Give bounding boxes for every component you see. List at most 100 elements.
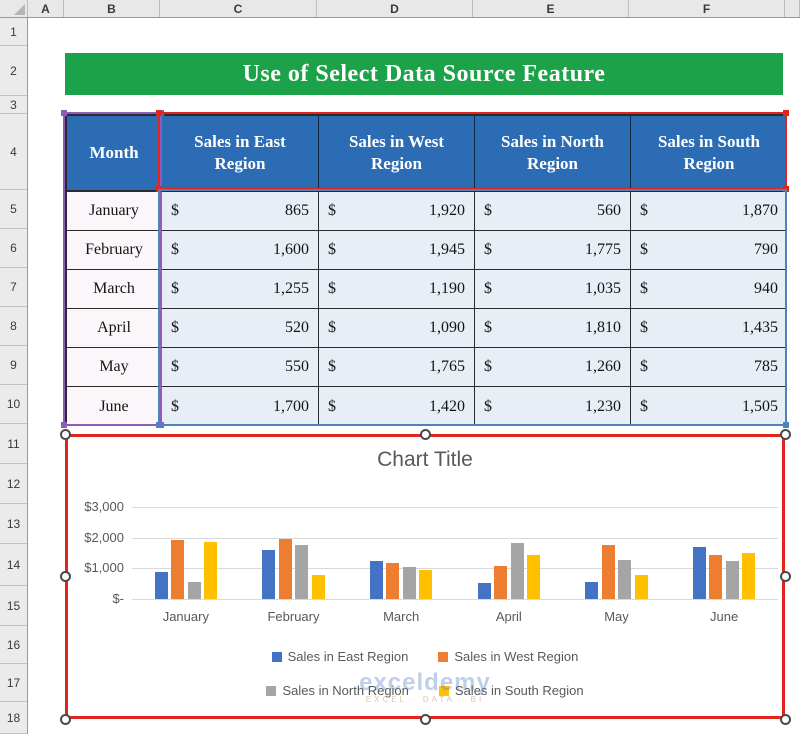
- legend-item-series-0[interactable]: Sales in East Region: [271, 649, 408, 664]
- chart-object[interactable]: Chart Title $3,000 $2,000 $1,000 $- January F…: [65, 434, 785, 719]
- cell-month-may[interactable]: May: [67, 348, 162, 387]
- row-header-3[interactable]: 3: [0, 96, 27, 114]
- cell-value[interactable]: $1,420: [319, 387, 475, 426]
- bar-june-series-2[interactable]: [725, 561, 739, 599]
- bar-january-series-2[interactable]: [187, 582, 201, 599]
- bar-april-series-2[interactable]: [510, 543, 524, 599]
- row-header-9[interactable]: 9: [0, 346, 27, 385]
- row-header-12[interactable]: 12: [0, 464, 27, 504]
- column-header-A[interactable]: A: [28, 0, 64, 17]
- cell-value[interactable]: $1,810: [475, 309, 631, 348]
- row-header-6[interactable]: 6: [0, 229, 27, 268]
- cell-value[interactable]: $1,435: [631, 309, 787, 348]
- row-header-13[interactable]: 13: [0, 504, 27, 544]
- table-header-series-3[interactable]: Sales in South Region: [631, 116, 787, 192]
- cell-value[interactable]: $1,600: [162, 231, 319, 270]
- chart-resize-handle[interactable]: [779, 571, 791, 582]
- cell-value[interactable]: $790: [631, 231, 787, 270]
- table-header-series-2[interactable]: Sales in North Region: [475, 116, 631, 192]
- bar-february-series-0[interactable]: [262, 550, 276, 599]
- table-header-series-0[interactable]: Sales in East Region: [162, 116, 319, 192]
- cell-value[interactable]: $1,190: [319, 270, 475, 309]
- bar-january-series-0[interactable]: [154, 572, 168, 599]
- row-header-10[interactable]: 10: [0, 385, 27, 424]
- bar-january-series-1[interactable]: [171, 540, 185, 599]
- chart-resize-handle[interactable]: [59, 428, 71, 440]
- row-header-17[interactable]: 17: [0, 664, 27, 702]
- column-header-E[interactable]: E: [473, 0, 629, 17]
- row-header-4[interactable]: 4: [0, 114, 27, 190]
- bar-february-series-1[interactable]: [278, 539, 292, 599]
- column-header-D[interactable]: D: [317, 0, 473, 17]
- row-header-1[interactable]: 1: [0, 18, 27, 46]
- row-header-18[interactable]: 18: [0, 702, 27, 734]
- bar-april-series-0[interactable]: [477, 583, 491, 599]
- bar-april-series-1[interactable]: [494, 566, 508, 599]
- title-banner-cell[interactable]: Use of Select Data Source Feature: [65, 53, 783, 95]
- row-header-15[interactable]: 15: [0, 586, 27, 626]
- legend-item-series-2[interactable]: Sales in North Region: [266, 683, 409, 698]
- cell-value[interactable]: $1,765: [319, 348, 475, 387]
- bar-march-series-3[interactable]: [419, 570, 433, 599]
- row-header-16[interactable]: 16: [0, 626, 27, 664]
- bar-january-series-3[interactable]: [204, 542, 218, 599]
- row-header-11[interactable]: 11: [0, 424, 27, 464]
- column-header-F[interactable]: F: [629, 0, 785, 17]
- chart-resize-handle[interactable]: [779, 713, 791, 725]
- bar-february-series-3[interactable]: [311, 575, 325, 599]
- chart-resize-handle[interactable]: [59, 571, 71, 582]
- chart-resize-handle[interactable]: [419, 428, 431, 440]
- legend-item-series-1[interactable]: Sales in West Region: [438, 649, 578, 664]
- cell-value[interactable]: $1,775: [475, 231, 631, 270]
- chart-resize-handle[interactable]: [59, 713, 71, 725]
- chart-resize-handle[interactable]: [779, 428, 791, 440]
- cell-month-march[interactable]: March: [67, 270, 162, 309]
- bar-february-series-2[interactable]: [295, 545, 309, 599]
- cell-value[interactable]: $1,870: [631, 192, 787, 231]
- row-header-7[interactable]: 7: [0, 268, 27, 307]
- chart-resize-handle[interactable]: [419, 713, 431, 725]
- cell-value[interactable]: $520: [162, 309, 319, 348]
- bar-may-series-0[interactable]: [585, 582, 599, 599]
- cell-value[interactable]: $785: [631, 348, 787, 387]
- cell-value[interactable]: $1,230: [475, 387, 631, 426]
- select-all-corner[interactable]: [0, 0, 28, 17]
- cell-value[interactable]: $1,945: [319, 231, 475, 270]
- bar-may-series-1[interactable]: [601, 545, 615, 599]
- bar-june-series-1[interactable]: [709, 555, 723, 599]
- bar-march-series-2[interactable]: [402, 567, 416, 599]
- cell-value[interactable]: $1,035: [475, 270, 631, 309]
- cell-month-january[interactable]: January: [67, 192, 162, 231]
- cell-value[interactable]: $865: [162, 192, 319, 231]
- bar-june-series-0[interactable]: [692, 547, 706, 599]
- bar-may-series-2[interactable]: [618, 560, 632, 599]
- cell-value[interactable]: $560: [475, 192, 631, 231]
- cell-month-april[interactable]: April: [67, 309, 162, 348]
- cell-value[interactable]: $1,505: [631, 387, 787, 426]
- table-header-series-1[interactable]: Sales in West Region: [319, 116, 475, 192]
- column-header-C[interactable]: C: [160, 0, 317, 17]
- table-header-month[interactable]: Month: [67, 116, 162, 192]
- cell-value[interactable]: $1,700: [162, 387, 319, 426]
- row-header-14[interactable]: 14: [0, 544, 27, 586]
- cell-value[interactable]: $1,920: [319, 192, 475, 231]
- row-header-2[interactable]: 2: [0, 46, 27, 96]
- bar-march-series-1[interactable]: [386, 563, 400, 599]
- bar-april-series-3[interactable]: [527, 555, 541, 599]
- bar-may-series-3[interactable]: [634, 575, 648, 599]
- cell-month-june[interactable]: June: [67, 387, 162, 426]
- chart-title[interactable]: Chart Title: [377, 448, 473, 471]
- row-header-5[interactable]: 5: [0, 190, 27, 229]
- bar-june-series-3[interactable]: [742, 553, 756, 599]
- cell-value[interactable]: $1,255: [162, 270, 319, 309]
- legend-item-series-3[interactable]: Sales in South Region: [438, 683, 584, 698]
- column-header-partial[interactable]: [785, 0, 800, 17]
- cell-month-february[interactable]: February: [67, 231, 162, 270]
- row-header-8[interactable]: 8: [0, 307, 27, 346]
- bar-march-series-0[interactable]: [369, 561, 383, 599]
- cell-value[interactable]: $940: [631, 270, 787, 309]
- column-header-B[interactable]: B: [64, 0, 160, 17]
- cell-value[interactable]: $1,090: [319, 309, 475, 348]
- cell-value[interactable]: $550: [162, 348, 319, 387]
- cell-value[interactable]: $1,260: [475, 348, 631, 387]
